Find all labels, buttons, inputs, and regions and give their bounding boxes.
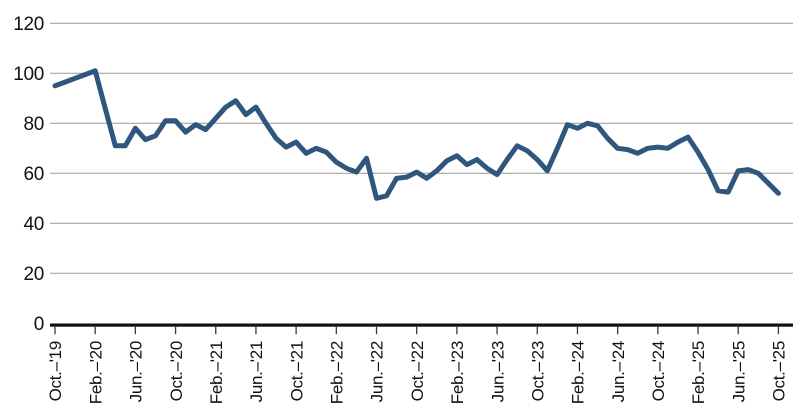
x-tick-label: Jun.–'23 bbox=[488, 341, 507, 402]
x-tick-label: Jun.–'24 bbox=[609, 341, 628, 402]
x-tick-label: Oct.–'24 bbox=[649, 341, 668, 401]
x-tick-label: Oct.–'19 bbox=[46, 341, 65, 401]
x-tick-label: Feb.–'25 bbox=[689, 341, 708, 404]
x-tick-label: Feb.–'20 bbox=[86, 341, 105, 404]
y-tick-label: 120 bbox=[13, 14, 44, 35]
y-tick-label: 60 bbox=[23, 164, 44, 185]
x-tick-label: Feb.–'22 bbox=[328, 341, 347, 404]
y-tick-label: 0 bbox=[34, 314, 44, 335]
x-tick-label: Oct.–'25 bbox=[770, 341, 789, 401]
y-tick-label: 20 bbox=[23, 264, 44, 285]
x-tick-label: Feb.–'24 bbox=[569, 341, 588, 404]
x-tick-label: Jun.–'25 bbox=[729, 341, 748, 402]
y-tick-label: 100 bbox=[13, 64, 44, 85]
x-tick-label: Oct.–'22 bbox=[408, 341, 427, 401]
x-tick-label: Jun.–'21 bbox=[247, 341, 266, 402]
x-tick-label: Oct.–'23 bbox=[528, 341, 547, 401]
y-tick-label: 40 bbox=[23, 214, 44, 235]
x-tick-label: Oct.–'20 bbox=[167, 341, 186, 401]
x-axis-line bbox=[50, 323, 793, 327]
x-tick-label: Jun.–'20 bbox=[127, 341, 146, 402]
x-tick-label: Jun.–'22 bbox=[368, 341, 387, 402]
data-line-series bbox=[52, 68, 781, 201]
x-tick-label: Oct.–'21 bbox=[287, 341, 306, 401]
y-tick-label: 80 bbox=[23, 114, 44, 135]
x-tick-label: Feb.–'21 bbox=[207, 341, 226, 404]
x-tick-label: Feb.–'23 bbox=[448, 341, 467, 404]
